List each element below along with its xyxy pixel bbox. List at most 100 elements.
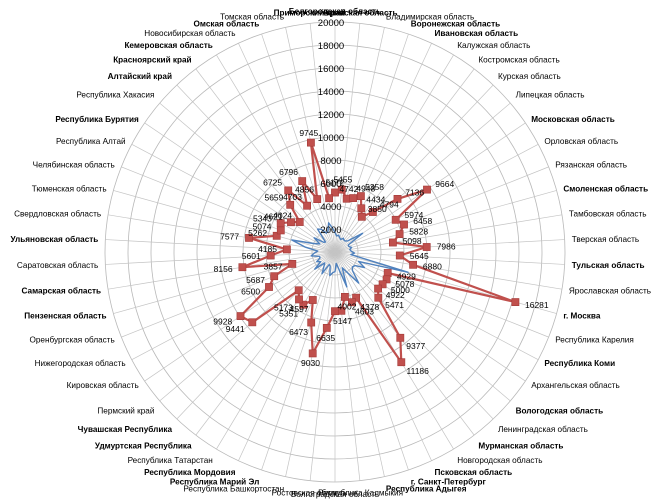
series-a-point bbox=[286, 200, 295, 209]
series-a-point bbox=[287, 218, 295, 227]
series-a-point bbox=[294, 286, 303, 295]
data-label: 3857 bbox=[264, 262, 283, 272]
data-label: 7577 bbox=[220, 231, 239, 241]
radial-tick-labels: 2000 4000 6000 8000 10000 12000 14000 16000 1800… bbox=[318, 18, 344, 236]
data-label: 6880 bbox=[423, 261, 442, 271]
category-label: Новосибирская область bbox=[144, 29, 235, 38]
category-label: Ленинградская область bbox=[498, 425, 588, 434]
series-a-point bbox=[382, 275, 391, 284]
category-label: Брянская область bbox=[324, 7, 398, 17]
category-label: г. Санкт-Петербург bbox=[411, 477, 487, 487]
grid-spoke bbox=[131, 143, 336, 253]
series-a-point bbox=[276, 226, 285, 235]
data-label: 4024 bbox=[273, 211, 292, 221]
data-label: 5687 bbox=[246, 275, 265, 285]
grid-spoke bbox=[334, 190, 557, 253]
series-a-point bbox=[378, 280, 387, 289]
category-label: Курская область bbox=[498, 72, 561, 81]
grid-spoke bbox=[238, 251, 336, 461]
grid-spoke bbox=[334, 33, 409, 253]
data-label: 6635 bbox=[316, 333, 335, 343]
grid-spoke bbox=[334, 251, 494, 420]
series-a-point bbox=[270, 272, 279, 281]
category-label: Республика Коми bbox=[544, 358, 615, 368]
category-label: Республика Бурятия bbox=[55, 114, 139, 124]
series-a-point bbox=[313, 195, 322, 203]
series-a-point bbox=[238, 263, 247, 272]
tick-label: 18000 bbox=[318, 41, 344, 52]
data-label: 8156 bbox=[214, 264, 233, 274]
data-label: 5098 bbox=[403, 236, 422, 246]
data-label: 5471 bbox=[385, 300, 404, 310]
data-label: 6473 bbox=[289, 327, 308, 337]
grid-spoke bbox=[334, 251, 385, 477]
category-label: Саратовская область bbox=[17, 261, 98, 270]
data-label: 5262 bbox=[248, 228, 267, 238]
category-label: Приморский край bbox=[274, 8, 346, 17]
data-label: 9377 bbox=[406, 341, 425, 351]
data-label: 5172 bbox=[326, 178, 345, 188]
grid-spoke bbox=[131, 251, 336, 361]
grid-spoke bbox=[261, 251, 336, 471]
grid-spoke bbox=[334, 166, 549, 253]
grid-spoke bbox=[121, 251, 336, 338]
grid-spoke bbox=[176, 84, 336, 253]
category-label: Ульяновская область bbox=[10, 234, 98, 244]
category-label: Новгородская область bbox=[457, 456, 542, 465]
data-label: 4185 bbox=[258, 244, 277, 254]
grid-spoke bbox=[334, 239, 565, 253]
grid-spoke bbox=[334, 23, 361, 253]
grid-spoke bbox=[159, 102, 336, 253]
data-label: 4603 bbox=[355, 307, 374, 317]
series-a-point bbox=[423, 185, 431, 194]
series-b-layer bbox=[291, 222, 409, 288]
data-label: 5078 bbox=[395, 279, 414, 289]
grid-spoke bbox=[334, 84, 494, 253]
data-label: 5601 bbox=[242, 251, 261, 261]
data-label: 5343 bbox=[253, 214, 272, 224]
category-label: Костромская область bbox=[478, 55, 559, 64]
data-label: 16281 bbox=[525, 300, 549, 310]
category-label: Вологодская область bbox=[516, 405, 604, 415]
grid-spoke bbox=[334, 54, 454, 253]
grid-spoke bbox=[334, 251, 563, 290]
category-label: Республика Мордовия bbox=[144, 467, 236, 477]
data-label: 4378 bbox=[360, 302, 379, 312]
series-a-point bbox=[272, 231, 281, 240]
grid-spoke bbox=[334, 251, 539, 361]
category-label: Калужская область bbox=[457, 41, 530, 50]
grid-spoke bbox=[216, 251, 336, 450]
category-label: Архангельская область bbox=[531, 381, 620, 390]
category-label: Тульская область bbox=[572, 260, 645, 270]
category-label: Челябинская область bbox=[33, 160, 115, 169]
grid-spoke bbox=[195, 68, 336, 253]
category-label: Свердловская область bbox=[14, 210, 101, 219]
series-a-point bbox=[282, 245, 291, 254]
series-a-point bbox=[331, 307, 339, 316]
data-label: 4922 bbox=[386, 290, 405, 300]
series-a-point bbox=[409, 260, 417, 269]
category-label: Республика Татарстан bbox=[128, 456, 213, 465]
series-b-line bbox=[291, 222, 409, 288]
series-a-point bbox=[357, 204, 366, 213]
grid-spoke bbox=[216, 54, 336, 253]
data-label: 4948 bbox=[356, 184, 375, 194]
grid-spoke bbox=[334, 68, 475, 253]
tick-label: 12000 bbox=[318, 110, 344, 121]
tick-label: 6000 bbox=[320, 179, 341, 190]
category-label: Орловская область bbox=[544, 137, 618, 146]
category-label: Удмуртская Республика bbox=[95, 441, 192, 451]
data-label: 4929 bbox=[397, 272, 416, 282]
category-label: Республика Марий Эл bbox=[170, 477, 259, 487]
series-a-point bbox=[236, 312, 245, 320]
data-label: 9928 bbox=[213, 317, 232, 327]
data-label: 5147 bbox=[333, 316, 352, 326]
data-label: 4742 bbox=[339, 184, 358, 194]
category-label: Липецкая область bbox=[516, 91, 585, 100]
category-label: Белгородская область bbox=[289, 6, 381, 16]
series-a-point bbox=[400, 220, 408, 229]
series-a-point bbox=[308, 349, 317, 358]
series-a-point bbox=[322, 323, 331, 332]
category-label: Нижегородская область bbox=[35, 359, 126, 368]
data-label: 6725 bbox=[263, 178, 282, 188]
